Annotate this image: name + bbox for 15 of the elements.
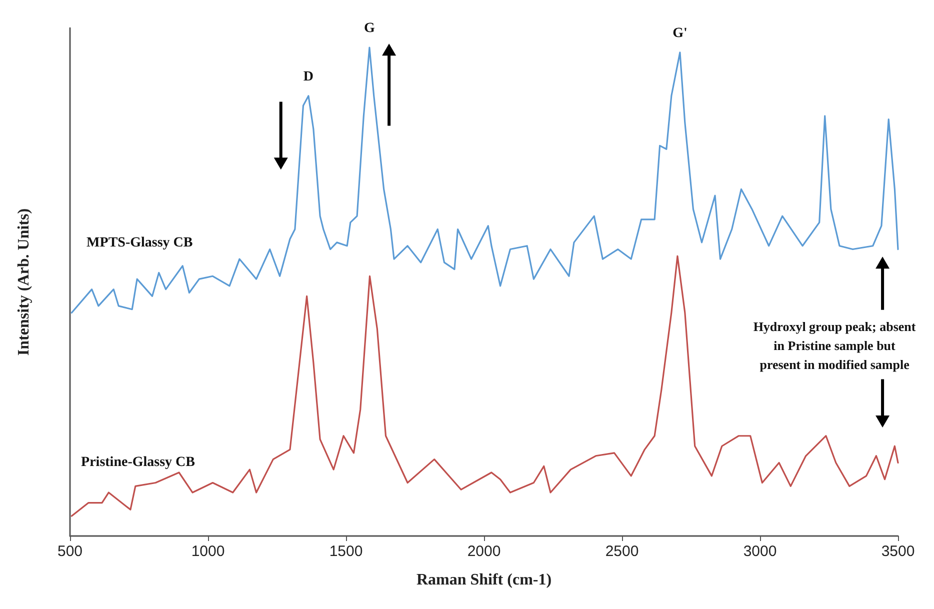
- x-tick-label: 3500: [881, 543, 915, 560]
- x-tick-label: 3000: [743, 543, 777, 560]
- annotation: G': [672, 26, 688, 41]
- x-tick-label: 1500: [329, 543, 363, 560]
- series-label: MPTS-Glassy CB: [86, 235, 193, 250]
- x-tick-label: 2500: [605, 543, 639, 560]
- y-axis-title: Intensity (Arb. Units): [16, 208, 32, 356]
- x-tick-label: 1000: [191, 543, 225, 560]
- annotation: G: [364, 21, 376, 36]
- x-axis-title: Raman Shift (cm-1): [416, 572, 552, 588]
- x-tick-label: 500: [57, 543, 83, 560]
- series-label: Pristine-Glassy CB: [81, 455, 195, 470]
- x-tick-label: 2000: [467, 543, 501, 560]
- annotation: Hydroxyl group peak; absent in Pristine sample but present in modified sample: [753, 319, 916, 372]
- annotation: D: [303, 69, 314, 84]
